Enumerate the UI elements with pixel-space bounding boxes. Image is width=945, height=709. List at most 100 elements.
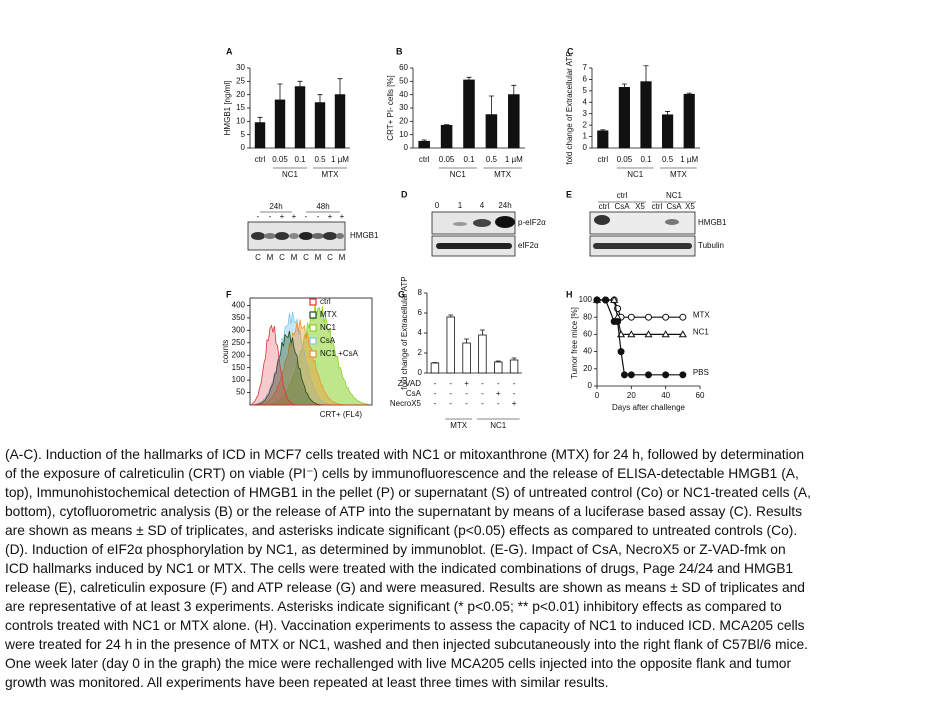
y-tick-label: 4: [418, 328, 423, 337]
lane-label: 0: [435, 201, 440, 210]
x-tick-label: 1 µM: [505, 155, 523, 164]
lane-label: 1: [458, 201, 463, 210]
y-tick-label: 6: [418, 308, 423, 317]
y-axis-label: Tumor free mice [%]: [570, 307, 579, 379]
bar: [597, 130, 609, 149]
panel-letter: B: [396, 46, 403, 56]
blot-group: ctrl: [617, 191, 628, 200]
y-tick-label: 7: [583, 63, 588, 72]
legend-swatch: [309, 350, 317, 358]
bar: [440, 124, 453, 149]
x-tick-label: ctrl: [419, 155, 430, 164]
caption-line: (D). Induction of eIF2α phosphorylation …: [5, 542, 786, 557]
lane-label: M: [267, 253, 274, 262]
band: [336, 233, 344, 239]
band: [594, 215, 610, 225]
marker: [610, 295, 619, 303]
y-tick-label: 20: [236, 90, 245, 99]
legend-swatch: [309, 324, 317, 332]
error-bar: [317, 94, 323, 103]
condition-sign: +: [464, 379, 469, 388]
y-tick-label: 20: [583, 364, 592, 373]
condition-sign: -: [481, 399, 484, 408]
bar: [418, 140, 430, 149]
error-bar: [448, 314, 454, 317]
y-tick-label: 100: [579, 295, 593, 304]
y-tick-label: 80: [583, 312, 592, 321]
bar: [446, 316, 455, 374]
condition-sign: -: [449, 399, 452, 408]
blot-d: [431, 211, 516, 257]
band: [275, 232, 289, 240]
marker: [593, 296, 601, 304]
group-label: MTX: [450, 421, 468, 430]
error-bar: [488, 95, 494, 115]
condition-sign: -: [449, 389, 452, 398]
y-tick-label: 40: [583, 347, 592, 356]
lane-label: M: [315, 253, 322, 262]
band-label: HMGB1: [698, 218, 727, 227]
condition-label: Z-VAD: [398, 379, 422, 388]
condition-sign: -: [481, 389, 484, 398]
x-tick-label: ctrl: [255, 155, 266, 164]
blot-sign: -: [305, 212, 308, 221]
error-bar: [479, 329, 485, 335]
marker: [679, 371, 687, 379]
error-bar: [257, 116, 263, 123]
error-bar: [686, 92, 692, 95]
band-label: HMGB1: [350, 231, 379, 240]
x-axis-label: CRT+ (FL4): [320, 410, 363, 419]
x-axis-label: Days after challenge: [612, 403, 685, 412]
condition-label: NecroX5: [390, 399, 422, 408]
marker: [645, 313, 652, 321]
bar: [485, 114, 498, 149]
y-tick-label: 15: [236, 103, 245, 112]
condition-sign: -: [513, 379, 516, 388]
series-label: PBS: [693, 368, 709, 377]
marker: [661, 330, 670, 338]
x-tick-label: 60: [696, 391, 705, 400]
y-tick-label: 60: [399, 63, 408, 72]
y-tick-label: 60: [583, 330, 592, 339]
panel-letter: F: [226, 289, 232, 299]
bar: [683, 93, 695, 149]
band: [312, 233, 324, 239]
error-bar: [277, 83, 283, 100]
blot-frame: [589, 211, 696, 235]
caption-line: growth was monitored. All experiments ha…: [5, 675, 609, 690]
y-tick-label: 4: [583, 97, 588, 106]
lane-label: M: [339, 253, 346, 262]
band: [473, 219, 491, 227]
caption-line: top), Immunohistochemical detection of H…: [5, 485, 811, 500]
x-tick-label: 20: [627, 391, 636, 400]
y-tick-label: 30: [236, 63, 245, 72]
x-tick-label: 0: [595, 391, 600, 400]
lane-label: 4: [480, 201, 485, 210]
y-tick-label: 25: [236, 76, 245, 85]
x-tick-label: 0.1: [294, 155, 306, 164]
bar: [294, 86, 306, 149]
band: [264, 233, 276, 239]
condition-sign: -: [434, 399, 437, 408]
error-bar: [621, 83, 627, 88]
y-tick-label: 1: [583, 132, 588, 141]
bar: [662, 114, 674, 149]
x-tick-label: 0.05: [439, 155, 455, 164]
marker: [662, 313, 670, 321]
error-bar: [444, 124, 450, 126]
legend-label: NC1: [320, 323, 337, 332]
y-tick-label: 10: [236, 116, 245, 125]
bar: [334, 94, 346, 149]
y-axis-label: counts: [221, 340, 230, 364]
marker: [678, 330, 687, 338]
bar: [462, 342, 471, 374]
caption-line: controls treated with NC1 or MTX alone. …: [5, 618, 805, 633]
marker: [627, 371, 635, 379]
caption-line: of the exposure of calreticulin (CRT) on…: [5, 466, 799, 481]
y-tick-label: 40: [399, 90, 408, 99]
y-tick-label: 10: [399, 130, 408, 139]
condition-sign: -: [449, 379, 452, 388]
band: [323, 232, 337, 240]
band: [251, 232, 265, 240]
condition-sign: -: [513, 389, 516, 398]
